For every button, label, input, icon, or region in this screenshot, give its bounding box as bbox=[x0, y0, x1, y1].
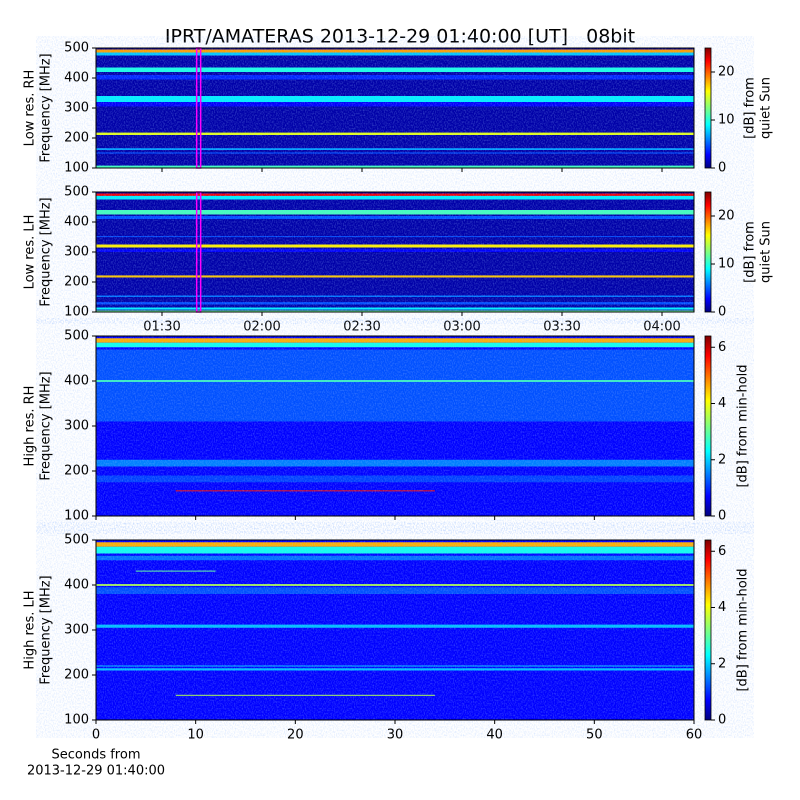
y-tick-label: 100 bbox=[64, 713, 89, 728]
y-tick-label: 400 bbox=[64, 374, 89, 389]
y-axis-label: High res. LH bbox=[23, 590, 38, 669]
noise bbox=[96, 48, 694, 168]
y-axis-label: Frequency [MHz] bbox=[39, 53, 54, 162]
x-tick-label: 04:00 bbox=[643, 320, 680, 335]
y-axis-label: Frequency [MHz] bbox=[39, 197, 54, 306]
colorbar-tick-label: 6 bbox=[718, 340, 726, 355]
colorbar bbox=[704, 47, 712, 169]
x-tick-label: 01:30 bbox=[143, 320, 180, 335]
colorbar-label: quiet Sun bbox=[759, 77, 774, 139]
y-tick-label: 200 bbox=[64, 275, 89, 290]
y-tick-label: 500 bbox=[64, 533, 89, 548]
y-axis-label: Low res. RH bbox=[23, 70, 38, 147]
colorbar-tick-label: 4 bbox=[718, 396, 726, 411]
colorbar bbox=[704, 539, 712, 721]
noise bbox=[96, 192, 694, 312]
colorbar-tick-label: 0 bbox=[718, 305, 726, 320]
y-tick-label: 300 bbox=[64, 623, 89, 638]
colorbar-tick-label: 0 bbox=[718, 713, 726, 728]
x-tick-label: 03:00 bbox=[443, 320, 480, 335]
colorbar-tick-label: 20 bbox=[718, 65, 735, 80]
x-tick-label: 0 bbox=[92, 728, 100, 743]
x-tick-label: 10 bbox=[187, 728, 204, 743]
y-tick-label: 500 bbox=[64, 41, 89, 56]
colorbar-tick-label: 0 bbox=[718, 161, 726, 176]
x-tick-label: 02:00 bbox=[243, 320, 280, 335]
noise bbox=[96, 336, 694, 516]
y-axis-label: Frequency [MHz] bbox=[39, 371, 54, 480]
colorbar-label: [dB] from min-hold bbox=[736, 568, 751, 691]
colorbar-tick-label: 4 bbox=[718, 600, 726, 615]
y-tick-label: 300 bbox=[64, 245, 89, 260]
y-tick-label: 500 bbox=[64, 185, 89, 200]
y-axis-label: High res. RH bbox=[23, 386, 38, 467]
colorbar-label: [dB] from min-hold bbox=[736, 364, 751, 487]
y-tick-label: 200 bbox=[64, 668, 89, 683]
y-tick-label: 200 bbox=[64, 131, 89, 146]
colorbar-tick-label: 20 bbox=[718, 209, 735, 224]
y-axis-label: Frequency [MHz] bbox=[39, 575, 54, 684]
x-tick-label: 60 bbox=[686, 728, 703, 743]
y-tick-label: 400 bbox=[64, 578, 89, 593]
colorbar-tick-label: 6 bbox=[718, 544, 726, 559]
colorbar bbox=[704, 335, 712, 517]
x-tick-label: 50 bbox=[586, 728, 603, 743]
y-tick-label: 100 bbox=[64, 305, 89, 320]
x-tick-label: 30 bbox=[387, 728, 404, 743]
colorbar-tick-label: 0 bbox=[718, 509, 726, 524]
colorbar-label: [dB] from bbox=[743, 221, 758, 283]
x-axis-label: 2013-12-29 01:40:00 bbox=[27, 764, 165, 779]
y-tick-label: 400 bbox=[64, 71, 89, 86]
colorbar-tick-label: 2 bbox=[718, 452, 726, 467]
x-tick-label: 20 bbox=[287, 728, 304, 743]
y-tick-label: 500 bbox=[64, 329, 89, 344]
x-tick-label: 03:30 bbox=[543, 320, 580, 335]
colorbar-tick-label: 10 bbox=[718, 113, 735, 128]
noise bbox=[96, 540, 694, 720]
y-tick-label: 400 bbox=[64, 215, 89, 230]
colorbar-label: quiet Sun bbox=[759, 221, 774, 283]
colorbar-tick-label: 10 bbox=[718, 257, 735, 272]
y-tick-label: 200 bbox=[64, 464, 89, 479]
colorbar bbox=[704, 191, 712, 313]
y-tick-label: 300 bbox=[64, 101, 89, 116]
y-tick-label: 100 bbox=[64, 509, 89, 524]
y-axis-label: Low res. LH bbox=[23, 215, 38, 290]
x-axis-label: Seconds from bbox=[51, 748, 140, 763]
x-tick-label: 02:30 bbox=[343, 320, 380, 335]
colorbar-tick-label: 2 bbox=[718, 656, 726, 671]
y-tick-label: 300 bbox=[64, 419, 89, 434]
x-tick-label: 40 bbox=[486, 728, 503, 743]
chart-title: IPRT/AMATERAS 2013-12-29 01:40:00 [UT] 0… bbox=[165, 26, 635, 48]
y-tick-label: 100 bbox=[64, 161, 89, 176]
colorbar-label: [dB] from bbox=[743, 77, 758, 139]
